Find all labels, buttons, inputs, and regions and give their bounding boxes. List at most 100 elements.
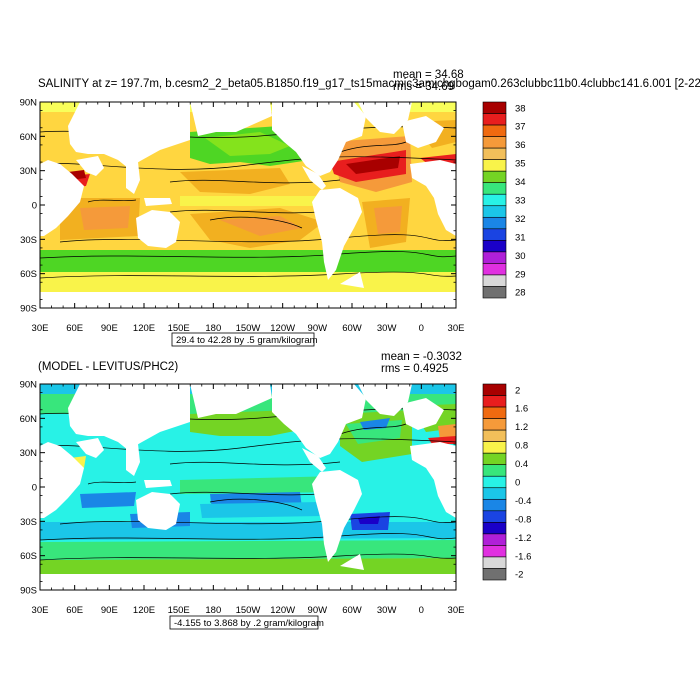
top-map — [40, 102, 456, 308]
colorbar-swatch — [482, 216, 507, 230]
colorbar-label: 2 — [515, 385, 520, 396]
colorbar-swatch — [482, 274, 507, 287]
colorbar-swatch — [482, 429, 507, 442]
top-lat-label: 30S — [20, 235, 37, 246]
bottom-lon-label: 120E — [133, 605, 155, 616]
bottom-lon-label: 180 — [205, 605, 221, 616]
colorbar-swatch — [482, 240, 507, 253]
colorbar-swatch — [482, 228, 507, 241]
colorbar-swatch — [482, 522, 507, 535]
colorbar-swatch — [482, 568, 507, 581]
bottom-lon-label: 90W — [308, 605, 328, 616]
top-rms: rms = 34.69 — [393, 81, 454, 93]
colorbar-swatch — [482, 406, 507, 419]
top-lat-label: 30N — [20, 166, 38, 177]
top-lon-label: 150E — [168, 323, 190, 334]
top-lon-labels: 30E 60E 90E 120E 150E 180 150W 120W 90W 60W 30W 0 30… — [32, 323, 465, 334]
bottom-lon-label: 30E — [448, 605, 465, 616]
colorbar-label: 35 — [515, 159, 526, 170]
bottom-lat-label: 90N — [20, 380, 38, 391]
bottom-rms: rms = 0.4925 — [381, 363, 448, 375]
bottom-lon-label: 30E — [32, 605, 49, 616]
top-mean: mean = 34.68 — [393, 69, 464, 81]
colorbar-label: -2 — [515, 570, 523, 581]
top-lon-label: 30E — [448, 323, 465, 334]
colorbar-swatch — [482, 498, 507, 512]
colorbar-swatch — [482, 441, 507, 454]
colorbar-label: 0 — [515, 478, 520, 489]
colorbar-label: 34 — [515, 177, 526, 188]
colorbar-swatch — [482, 101, 507, 114]
colorbar-swatch — [482, 487, 507, 500]
colorbar-swatch — [482, 510, 507, 523]
bottom-lon-label: 150E — [168, 605, 190, 616]
colorbar-swatch — [482, 113, 507, 126]
colorbar-swatch — [482, 464, 507, 477]
colorbar-swatch — [482, 193, 507, 207]
colorbar-swatch — [482, 452, 507, 466]
bottom-lon-labels: 30E 60E 90E 120E 150E 180 150W 120W 90W 60W 30W 0 30… — [32, 605, 465, 616]
bottom-colorbar: 2 1.6 1.2 0.8 0.4 0 -0.4 -0.8 -1.2 -1.6 -2 — [482, 383, 531, 581]
colorbar-label: -1.2 — [515, 533, 531, 544]
colorbar-swatch — [482, 533, 507, 546]
top-lon-label: 60E — [66, 323, 83, 334]
bottom-lat-label: 60N — [20, 414, 38, 425]
bottom-lat-label: 90S — [20, 586, 37, 597]
bottom-lon-label: 120W — [270, 605, 295, 616]
top-lon-label: 0 — [419, 323, 424, 334]
bottom-title: (MODEL - LEVITUS/PHC2) — [38, 361, 178, 373]
top-lon-label: 30E — [32, 323, 49, 334]
colorbar-swatch — [482, 182, 507, 195]
bottom-lat-label: 30S — [20, 517, 37, 528]
colorbar-label: 0.4 — [515, 459, 528, 470]
bottom-lon-label: 90E — [101, 605, 118, 616]
colorbar-label: 28 — [515, 288, 526, 299]
bottom-lon-label: 150W — [236, 605, 261, 616]
colorbar-label: -0.4 — [515, 496, 531, 507]
colorbar-swatch — [482, 395, 507, 408]
colorbar-label: 38 — [515, 103, 526, 114]
bottom-lon-label: 60E — [66, 605, 83, 616]
colorbar-swatch — [482, 251, 507, 264]
bottom-lon-label: 0 — [419, 605, 424, 616]
colorbar-label: 1.6 — [515, 404, 528, 415]
top-lon-label: 30W — [377, 323, 397, 334]
top-lon-label: 120E — [133, 323, 155, 334]
colorbar-swatch — [482, 263, 507, 276]
bottom-lat-labels: 90N 60N 30N 0 30S 60S 90S — [20, 380, 38, 597]
bottom-lat-label: 30N — [20, 448, 38, 459]
top-lat-label: 90N — [20, 98, 38, 109]
top-lat-labels: 90N 60N 30N 0 30S 60S 90S — [20, 98, 38, 315]
colorbar-label: 33 — [515, 196, 526, 207]
top-lat-label: 60S — [20, 269, 37, 280]
colorbar-label: 30 — [515, 251, 526, 262]
top-range-box — [171, 332, 315, 347]
top-lat-label: 90S — [20, 304, 37, 315]
colorbar-swatch — [482, 545, 507, 558]
bottom-lon-label: 30W — [377, 605, 397, 616]
top-lat-label: 0 — [32, 201, 37, 212]
colorbar-label: -1.6 — [515, 551, 531, 562]
bottom-panel: (MODEL - LEVITUS/PHC2) mean = -0.3032 rm… — [20, 351, 531, 630]
colorbar-label: 1.2 — [515, 422, 528, 433]
colorbar-label: 0.8 — [515, 441, 528, 452]
top-range-label: 29.4 to 42.28 by .5 gram/kilogram — [176, 335, 318, 346]
colorbar-label: 36 — [515, 140, 526, 151]
colorbar-label: 32 — [515, 214, 526, 225]
top-lon-label: 90E — [101, 323, 118, 334]
top-colorbar: 38 37 36 35 34 33 32 31 30 29 28 — [482, 101, 526, 299]
colorbar-swatch — [482, 475, 507, 489]
bottom-lat-label: 60S — [20, 551, 37, 562]
colorbar-label: 31 — [515, 232, 526, 243]
colorbar-swatch — [482, 124, 507, 137]
bottom-range-box — [169, 615, 319, 630]
colorbar-label: 29 — [515, 269, 526, 280]
colorbar-swatch — [482, 170, 507, 184]
top-title: SALINITY at z= 197.7m, b.cesm2_2_beta05.… — [38, 78, 700, 90]
top-lon-label: 120W — [270, 323, 295, 334]
bottom-map — [40, 384, 456, 590]
bottom-lat-label: 0 — [32, 483, 37, 494]
bottom-mean: mean = -0.3032 — [381, 351, 462, 363]
bottom-lon-label: 60W — [342, 605, 362, 616]
